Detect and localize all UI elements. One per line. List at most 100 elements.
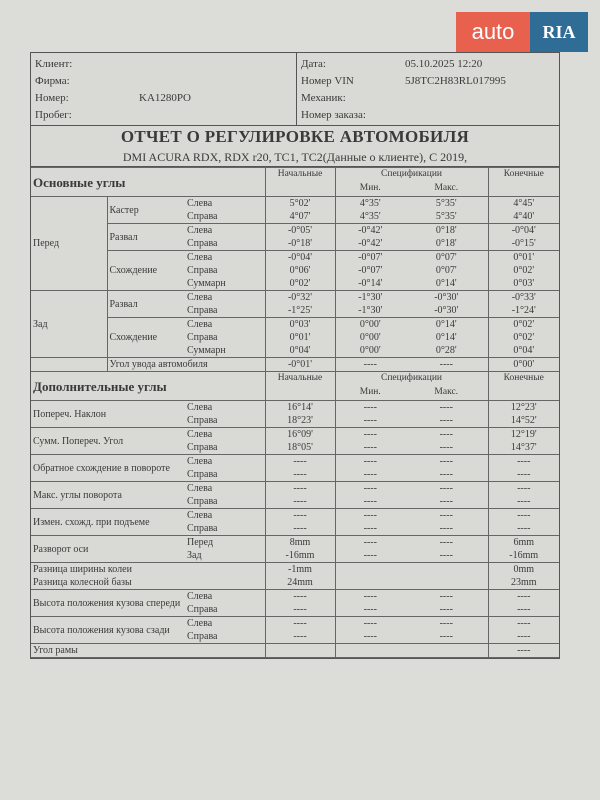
max-value [405,563,488,577]
final-value: 14°52' [487,414,559,428]
thrust-label: Угол увода автомобиля [106,357,266,371]
final-value: ---- [487,603,559,617]
item-label: Кастер [106,196,185,224]
column-spec: Спецификации [334,371,488,386]
side-label: Справа [187,211,218,222]
initial-value: -0°04' [264,250,336,264]
final-value: 0°00' [487,357,560,371]
final-value: 23mm [487,576,559,590]
item-label: Высота положения кузова спереди [33,597,181,609]
max-value: 0°14' [435,278,457,289]
final-value: ---- [487,630,559,644]
header-label: Фирма: [35,74,70,87]
table-row: Справа 18°23' ---- ---- 14°52' [31,414,559,428]
section-heading: Основные углы [33,174,126,190]
initial-value: 8mm [264,535,335,549]
additional-angles-table: Дополнительные углы Начальные Спецификации… [31,371,559,658]
header-row: Пробег: [35,106,292,123]
table-row: Справа ---- ---- ---- ---- [31,495,559,509]
max-value: 0°14' [435,332,457,343]
initial-value: -0°32' [264,290,336,304]
side-label: Слева [187,618,213,629]
table-row: Перед Кастер Слева 5°02' 4°35' 5°35' 4°45' [31,196,560,249]
side-label: Зад [187,550,202,561]
final-value: -1°24' [487,304,560,318]
side-label: Слева [187,510,213,521]
max-value: ---- [439,469,453,480]
side-label: Слева [187,429,213,440]
column-subheader-row: Мин. Макс. [31,182,559,197]
max-value: 5°35' [435,198,457,209]
max-value: ---- [439,618,453,629]
vehicle-info: Дата: 05.10.2025 12:20 Номер VIN 5J8TC2H83R… [297,53,559,125]
column-spec: Спецификации [334,167,489,182]
initial-value: -1°25' [264,304,336,318]
initial-value [264,643,335,658]
table-row: Схождение Слева 0°03' 0°00' 0°14' 0°02' [31,317,560,358]
item-label: Развал [106,223,185,251]
final-value: ---- [487,589,559,603]
side-label: Суммарн [187,345,226,356]
table-row: Справа ---- ---- ---- ---- [31,603,559,617]
final-value: 14°37' [487,441,559,455]
min-value [334,562,405,576]
item-label: Схождение [106,250,185,291]
initial-value: ---- [264,589,335,603]
initial-value: ---- [264,616,335,630]
item-label: Разворот оси [33,543,89,555]
item-label: Макс. углы поворота [33,489,122,501]
max-value [405,644,488,658]
max-value: ---- [439,429,453,440]
initial-value: -0°18' [264,237,336,251]
final-value: 4°40' [487,210,560,224]
min-value: 0°00' [334,317,406,331]
max-value: ---- [439,523,453,534]
column-header-row: Основные углы Начальные Спецификации Конечн… [31,167,560,197]
min-value: ---- [334,508,405,522]
final-value: ---- [487,643,559,658]
header-row: Номер заказа: [301,106,555,123]
side-label: Слева [187,402,213,413]
initial-value: ---- [264,468,335,482]
final-value: ---- [487,495,559,509]
max-value: ---- [439,456,453,467]
side-label: Справа [187,442,218,453]
side-label: Слева [187,198,213,209]
side-label [185,644,265,658]
final-value: ---- [487,481,559,495]
table-row: Высота положения кузова сзади Слева ---- --… [31,616,559,636]
max-value: 0°07' [435,265,457,276]
min-value: ---- [334,535,405,549]
header-row: Клиент: [35,55,292,72]
max-value: ---- [439,483,453,494]
vehicle-spec: DMI ACURA RDX, RDX r20, TC1, TC2(Данные … [31,148,559,167]
min-value: ---- [334,357,406,371]
min-value: ---- [334,549,405,563]
max-value: 5°35' [435,211,457,222]
side-label: Слева [187,252,213,263]
item-label: Обратное схождение в повороте [33,462,170,474]
final-value: 0mm [487,562,559,576]
initial-value: -0°01' [264,357,336,371]
side-label [185,576,265,590]
min-value: ---- [334,603,405,617]
header-label: Номер: [35,91,69,104]
side-label: Справа [187,305,218,316]
table-row: Разворот оси Перед 8mm ---- ---- 6mm [31,535,559,555]
final-value: -0°04' [487,223,560,237]
item-label: Попереч. Наклон [33,408,107,420]
table-row: Зад Развал Слева -0°32' -1°30' -0°30' -0°33' [31,290,560,330]
empty-cell [31,358,107,372]
initial-value: 24mm [264,576,335,590]
min-value [334,576,405,590]
min-value: ---- [334,441,405,455]
header-row: Механик: [301,89,555,106]
header-label: Клиент: [35,57,73,70]
min-value: ---- [334,454,405,468]
max-value: ---- [439,402,453,413]
column-max: Макс. [434,387,459,397]
header-value: KA1280PO [139,91,191,104]
table-row: Сумм. Попереч. Угол Слева 16°09' ---- ---- 12… [31,427,559,447]
item-label: Измен. схожд. при подъеме [33,516,150,528]
header-row: Номер: KA1280PO [35,89,292,106]
